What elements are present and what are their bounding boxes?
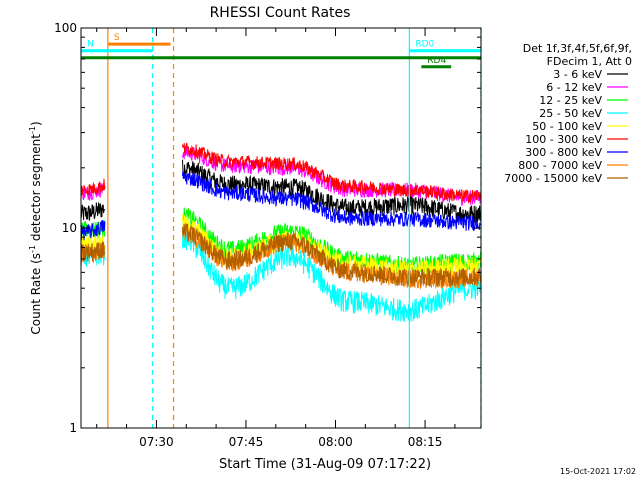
annotation-group: S N RD0 RD4 — [81, 28, 482, 428]
y-axis-label: Count Rate (s-1 detector segment-1) — [28, 121, 43, 334]
legend-label-7: 800 - 7000 keV — [518, 159, 602, 172]
series-line-6-segment-0 — [80, 220, 106, 241]
chart-title: RHESSI Count Rates — [210, 5, 351, 21]
legend-label-1: 6 - 12 keV — [546, 81, 602, 94]
data-series-group — [80, 142, 482, 323]
footer-date: 15-Oct-2021 17:02 — [560, 467, 636, 476]
series-line-6-segment-1 — [182, 170, 482, 231]
y-tick-label-2: 100 — [54, 21, 77, 35]
series-line-0-segment-0 — [80, 201, 106, 221]
legend-label-0: 3 - 6 keV — [553, 68, 602, 81]
legend-header-line-2: FDecim 1, Att 0 — [547, 55, 632, 68]
axes-group: 1 10 100 07:30 07:45 08:00 08:15 — [54, 21, 482, 449]
annotation-label-0: S — [114, 33, 120, 43]
series-line-3-segment-1 — [182, 226, 482, 323]
annotation-label-1: N — [87, 40, 94, 50]
legend-label-6: 300 - 800 keV — [525, 146, 602, 159]
x-tick-label-0: 07:30 — [139, 435, 174, 449]
series-line-0-segment-1 — [182, 159, 482, 224]
x-axis-label: Start Time (31-Aug-09 07:17:22) — [219, 457, 431, 472]
series-line-8-segment-0 — [80, 241, 106, 262]
series-line-5-segment-1 — [182, 142, 482, 204]
legend-header-line-1: Det 1f,3f,4f,5f,6f,9f, — [523, 42, 632, 55]
legend-label-3: 25 - 50 keV — [539, 107, 602, 120]
series-line-5-segment-0 — [80, 178, 106, 197]
annotation-label-2: RD0 — [415, 40, 434, 50]
x-tick-label-3: 08:15 — [408, 435, 443, 449]
legend-label-4: 50 - 100 keV — [532, 120, 602, 133]
legend-label-5: 100 - 300 keV — [525, 133, 602, 146]
legend-label-8: 7000 - 15000 keV — [504, 172, 602, 185]
legend-label-2: 12 - 25 keV — [539, 94, 602, 107]
x-tick-label-1: 07:45 — [229, 435, 264, 449]
series-line-8-segment-1 — [182, 223, 482, 287]
annotation-label-3: RD4 — [427, 56, 446, 66]
x-tick-label-2: 08:00 — [318, 435, 353, 449]
y-tick-label-1: 10 — [62, 221, 77, 235]
series-line-1-segment-0 — [80, 181, 106, 202]
y-tick-label-0: 1 — [69, 421, 77, 435]
